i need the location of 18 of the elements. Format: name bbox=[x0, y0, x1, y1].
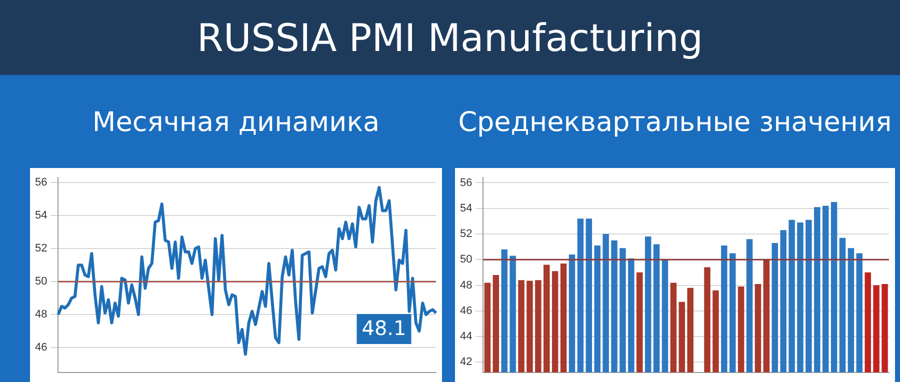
y-tick-label: 56 bbox=[34, 176, 48, 189]
y-tick-label: 48 bbox=[460, 279, 472, 292]
y-tick-label: 46 bbox=[460, 304, 472, 317]
y-tick-label: 42 bbox=[460, 356, 472, 368]
chart-subtitle: Среднеквартальные значения bbox=[458, 106, 892, 140]
y-tick-label: 54 bbox=[34, 210, 48, 222]
chart-subtitle: Месячная динамика bbox=[92, 106, 380, 140]
y-tick-label: 56 bbox=[460, 176, 472, 189]
y-tick-label: 52 bbox=[34, 242, 48, 255]
y-tick-label: 46 bbox=[34, 342, 48, 354]
y-tick-label: 50 bbox=[460, 254, 472, 266]
chart-title: RUSSIA PMI Manufacturing bbox=[197, 16, 703, 60]
y-tick-label: 44 bbox=[460, 330, 472, 343]
annotation: 48.1 bbox=[362, 316, 406, 340]
y-tick-label: 54 bbox=[460, 202, 472, 214]
y-tick-label: 50 bbox=[34, 276, 48, 288]
y-tick-label: 52 bbox=[460, 228, 472, 240]
y-tick-label: 48 bbox=[34, 308, 48, 321]
